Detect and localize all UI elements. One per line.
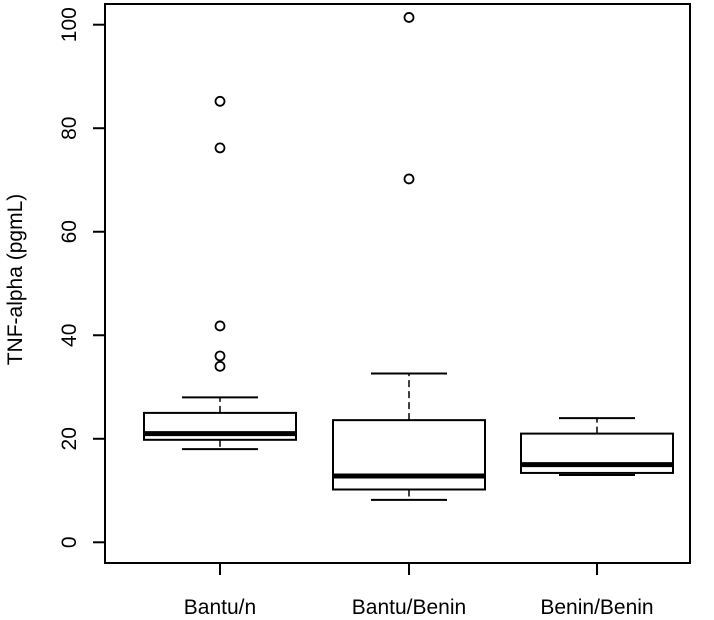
x-category-label-1: Bantu/Benin — [352, 596, 466, 619]
outlier-0-0 — [214, 360, 226, 372]
y-tick-label-20: 20 — [58, 427, 81, 450]
y-tick-label-40: 40 — [58, 324, 81, 347]
box-group-2 — [520, 417, 674, 477]
outlier-1-0 — [403, 173, 415, 185]
outlier-0-4 — [214, 95, 226, 107]
outlier-0-2 — [214, 320, 226, 332]
plot-frame — [104, 3, 691, 564]
y-tick-label-0: 0 — [58, 536, 81, 548]
y-axis-label: TNF-alpha (pgmL) — [4, 194, 27, 366]
y-tick-label-80: 80 — [58, 117, 81, 140]
x-category-label-0: Bantu/n — [184, 596, 256, 619]
x-category-label-2: Benin/Benin — [540, 596, 653, 619]
outlier-1-1 — [403, 12, 415, 23]
y-tick-label-100: 100 — [58, 7, 81, 42]
outlier-0-1 — [214, 350, 226, 362]
box-iqr-1 — [332, 419, 486, 491]
outlier-0-3 — [214, 142, 226, 154]
y-tick-label-60: 60 — [58, 220, 81, 243]
box-group-1 — [332, 12, 486, 501]
box-group-0 — [143, 95, 297, 451]
